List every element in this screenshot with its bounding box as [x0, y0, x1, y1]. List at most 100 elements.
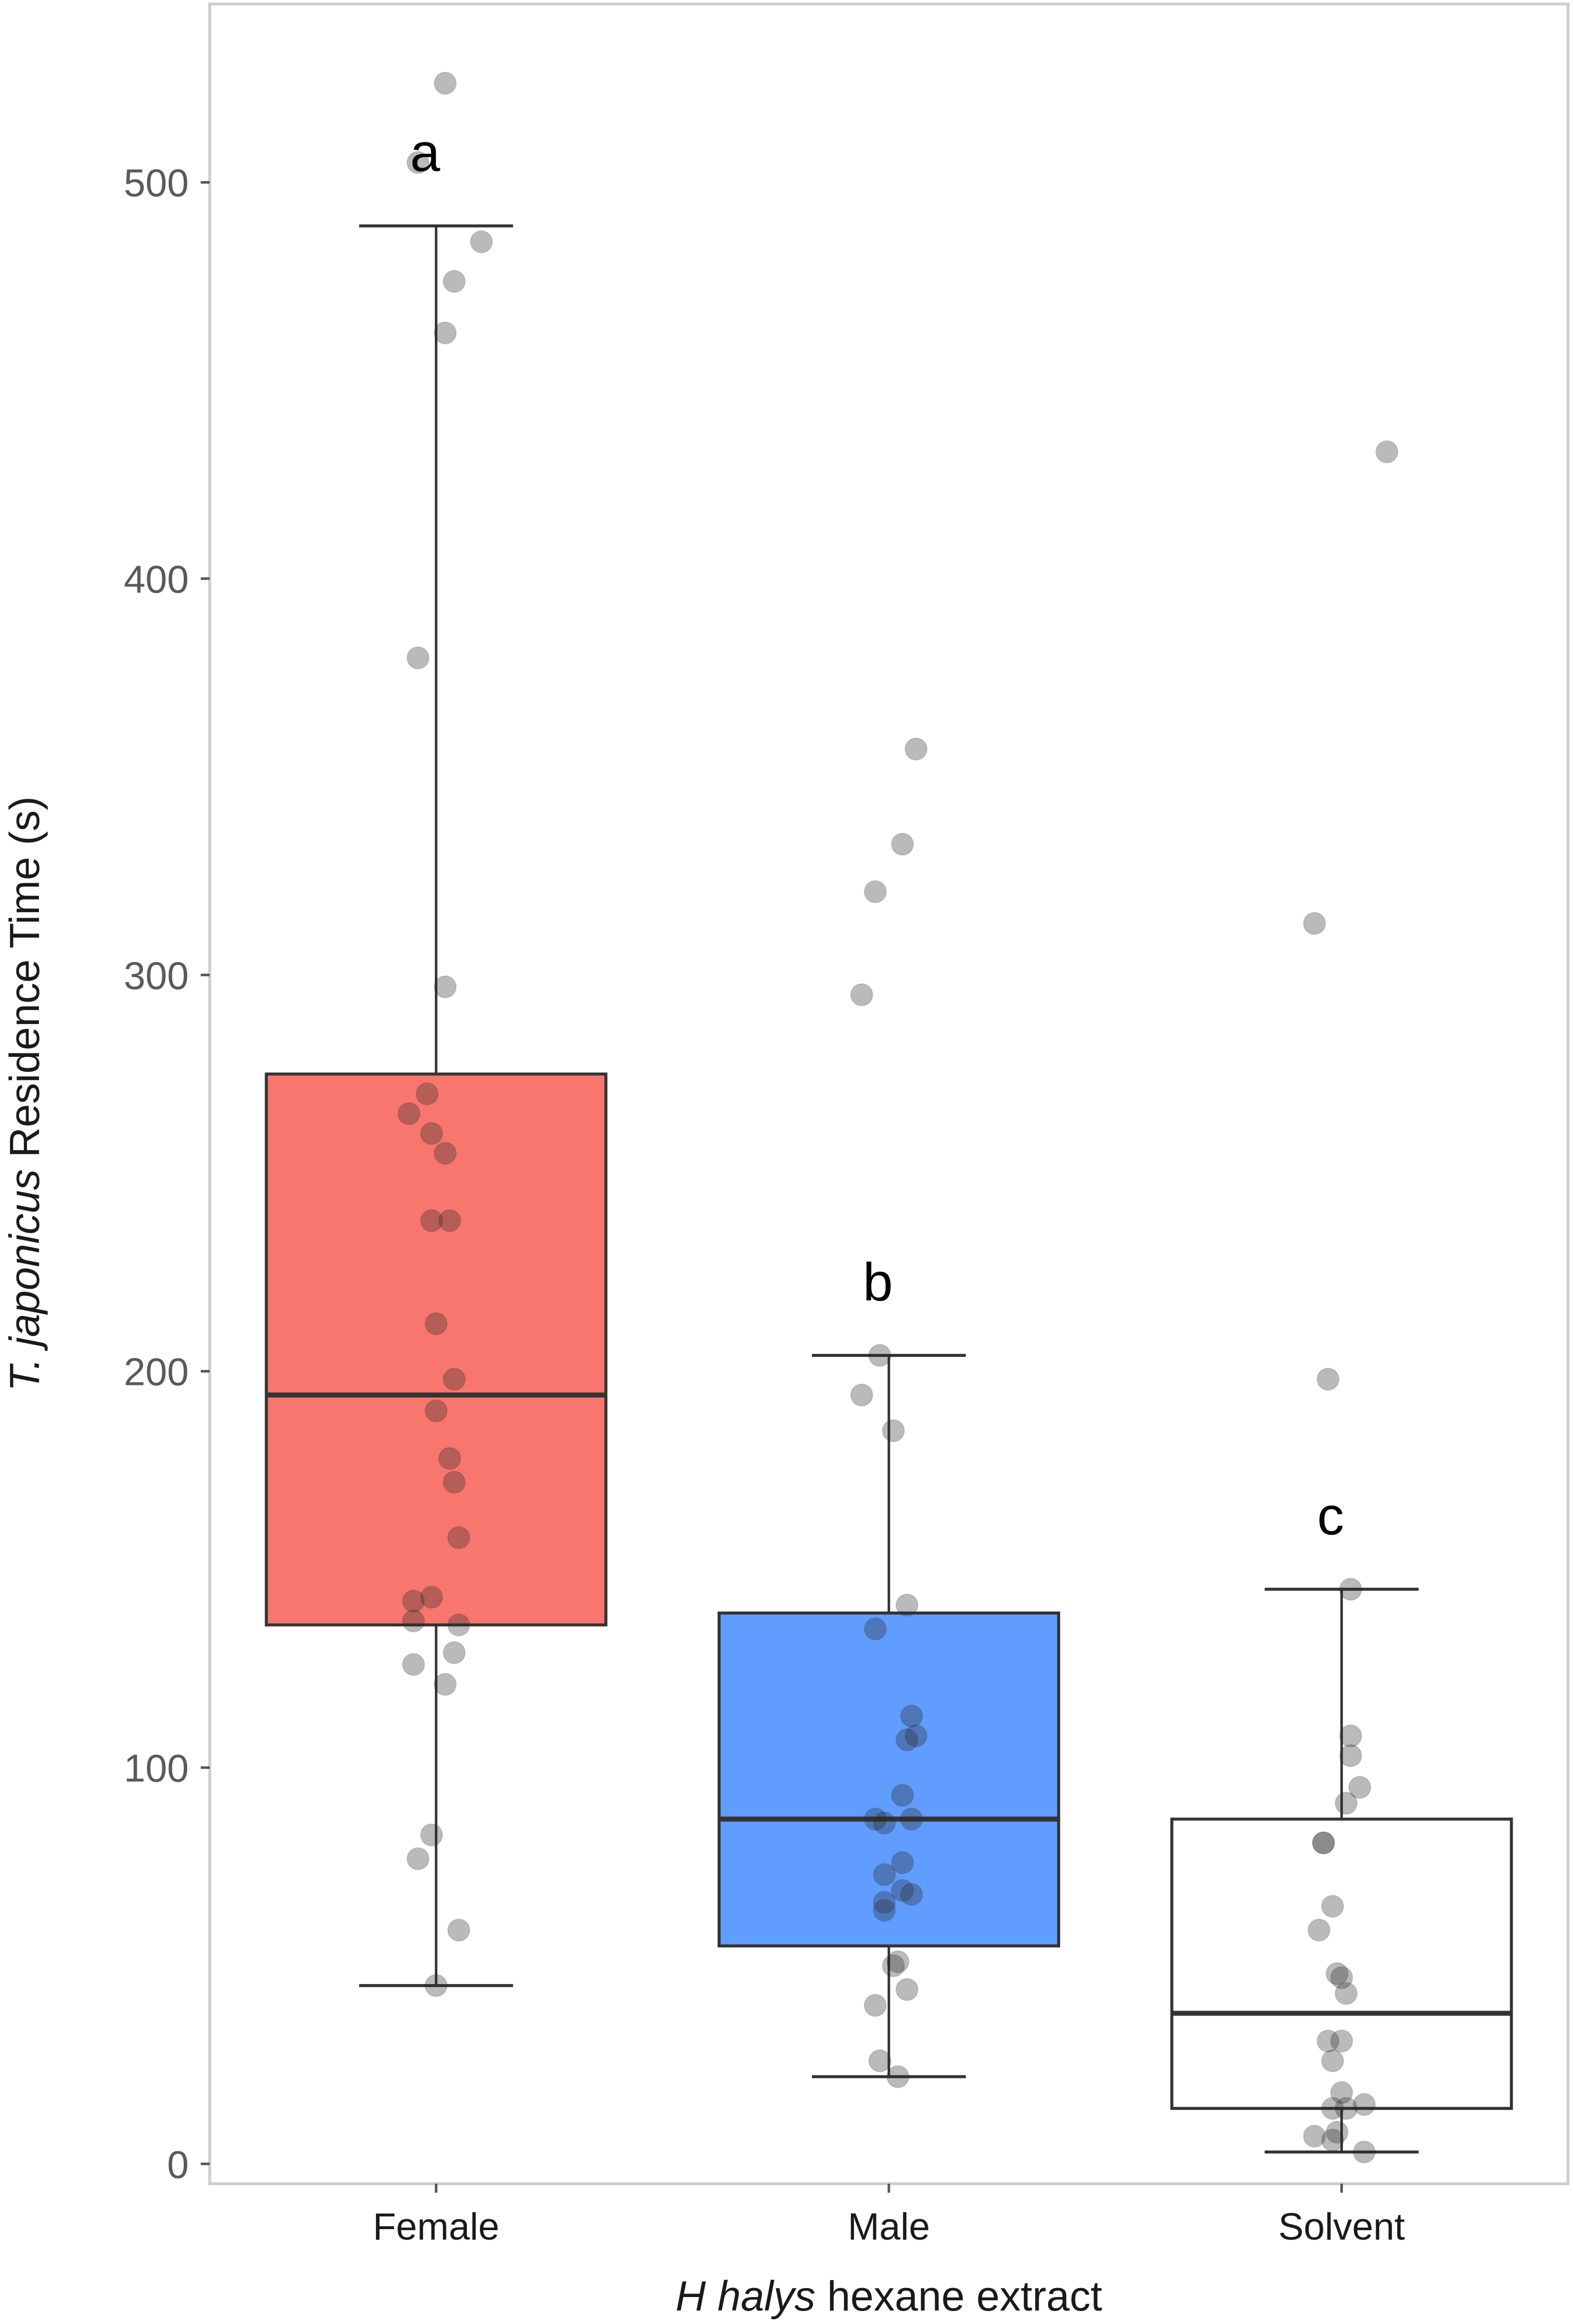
data-point	[1330, 1966, 1353, 1990]
y-tick-label: 300	[124, 954, 189, 997]
x-axis-title: H halys hexane extract	[676, 2273, 1102, 2320]
iqr-box	[1170, 1817, 1513, 2110]
data-point	[402, 1609, 425, 1633]
data-point	[420, 1122, 443, 1145]
data-point	[863, 1993, 887, 2017]
y-tick-label: 100	[124, 1746, 189, 1790]
data-point	[1325, 1962, 1349, 1986]
data-point	[1334, 1791, 1358, 1815]
data-point	[1334, 2097, 1358, 2120]
data-point	[850, 983, 873, 1006]
data-point	[433, 71, 457, 95]
data-point	[433, 1142, 457, 1165]
data-point	[900, 1883, 923, 1906]
data-point	[1307, 1918, 1331, 1942]
data-point	[438, 1447, 461, 1470]
x-tick-label: Male	[848, 2206, 930, 2248]
data-point	[442, 1641, 466, 1664]
data-point	[1321, 1895, 1344, 1918]
data-point	[1353, 2093, 1376, 2116]
data-point	[424, 1399, 448, 1423]
data-point	[891, 1879, 914, 1902]
data-point	[872, 1891, 896, 1914]
data-point	[433, 1672, 457, 1696]
data-point	[863, 1617, 887, 1641]
y-axis-title-italic: T. japonicus	[1, 1169, 48, 1391]
significance-letter: a	[410, 122, 440, 183]
data-point	[442, 270, 466, 293]
y-axis: 0 100 200 300 400 500	[124, 161, 210, 2186]
iqr-box	[718, 1611, 1060, 1948]
y-tick-label: 500	[124, 161, 189, 205]
significance-letters: a b c	[410, 122, 1344, 1546]
data-point	[447, 1613, 470, 1637]
data-point	[1303, 912, 1326, 935]
x-axis-title-italic: H halys	[676, 2273, 815, 2320]
data-point	[415, 1082, 439, 1105]
data-point	[895, 1594, 919, 1617]
data-point	[406, 1847, 430, 1871]
data-point	[868, 1343, 891, 1367]
significance-letter: b	[863, 1252, 893, 1312]
data-point	[420, 1823, 443, 1847]
data-point	[1339, 1744, 1362, 1767]
data-point	[447, 1918, 470, 1942]
data-point	[895, 1728, 919, 1751]
data-point	[895, 1978, 919, 2001]
data-point	[1375, 440, 1399, 464]
data-point	[1353, 2140, 1376, 2164]
data-point	[868, 2049, 891, 2072]
data-point	[1339, 1578, 1362, 1601]
y-tick-label: 400	[124, 557, 189, 601]
data-point	[882, 1419, 905, 1442]
data-point	[904, 1724, 928, 1747]
data-point	[424, 1312, 448, 1335]
box-male	[718, 1353, 1060, 2078]
data-point	[891, 1784, 914, 1807]
data-point	[406, 646, 430, 669]
data-point	[1316, 2029, 1340, 2053]
data-point	[886, 1950, 910, 1974]
y-tick-label: 200	[124, 1350, 189, 1394]
data-point	[904, 737, 928, 761]
data-point	[1325, 2120, 1349, 2144]
data-point	[891, 1851, 914, 1875]
data-point	[1330, 2081, 1353, 2104]
data-point	[406, 151, 430, 174]
data-point	[900, 1807, 923, 1831]
data-point	[420, 1209, 443, 1233]
data-point	[882, 1954, 905, 1978]
data-point	[1312, 1831, 1335, 1855]
data-point	[1330, 2029, 1353, 2053]
significance-letter: c	[1317, 1485, 1344, 1546]
y-axis-title-rest: Residence Time (s)	[1, 796, 48, 1169]
data-point	[863, 880, 887, 904]
y-axis-title: T. japonicus Residence Time (s)	[1, 796, 48, 1391]
x-axis: Female Male Solvent	[373, 2184, 1405, 2248]
data-point	[420, 1586, 443, 1609]
x-tick-label: Solvent	[1278, 2206, 1405, 2248]
data-point	[397, 1102, 420, 1125]
data-point	[886, 2065, 910, 2088]
data-point	[424, 1974, 448, 1997]
data-point	[1321, 2128, 1344, 2152]
data-point	[438, 1209, 461, 1233]
data-point	[872, 1899, 896, 1922]
data-point	[1334, 1982, 1358, 2005]
box-solvent	[1170, 1588, 1513, 2154]
data-point	[402, 1653, 425, 1676]
data-point	[1312, 1831, 1335, 1855]
data-point	[891, 832, 914, 856]
data-point	[433, 975, 457, 998]
data-point	[1303, 2124, 1326, 2148]
data-point	[433, 321, 457, 344]
x-tick-label: Female	[373, 2206, 499, 2248]
iqr-box	[265, 1072, 608, 1627]
data-point	[442, 1470, 466, 1494]
data-point	[850, 1383, 873, 1407]
data-point	[1316, 1367, 1340, 1391]
box-series	[265, 224, 1513, 2154]
box-female	[265, 224, 608, 1988]
data-point	[863, 1807, 887, 1831]
